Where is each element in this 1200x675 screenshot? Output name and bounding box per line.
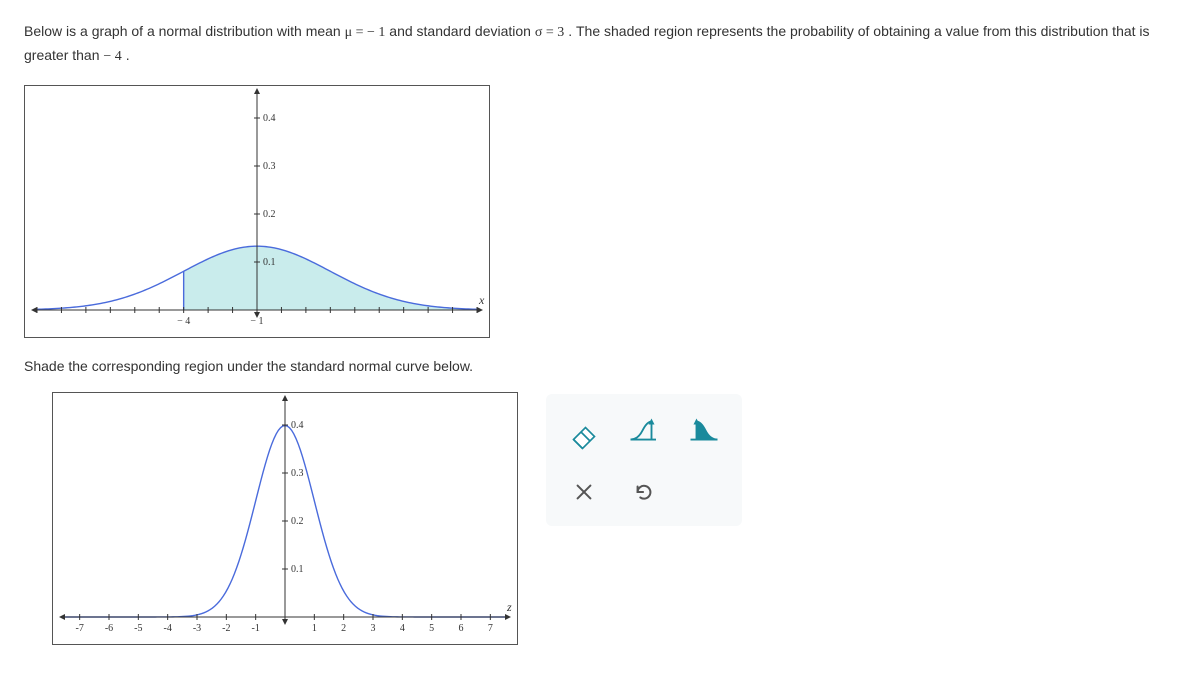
svg-text:7: 7 <box>488 623 493 634</box>
given-distribution-chart: 0.1 0.2 0.3 0.4 − 4 − 1 x <box>24 85 490 338</box>
eraser-tool[interactable] <box>560 408 608 456</box>
mu-expression: μ = − 1 <box>345 25 386 40</box>
svg-text:-3: -3 <box>193 623 201 634</box>
svg-text:0.1: 0.1 <box>263 257 276 268</box>
threshold-value: − 4 <box>103 49 121 64</box>
svg-text:-6: -6 <box>105 623 113 634</box>
undo-tool[interactable] <box>620 468 668 516</box>
instruction-text: Shade the corresponding region under the… <box>24 358 1176 374</box>
problem-pre: Below is a graph of a normal distributio… <box>24 23 345 39</box>
svg-text:0.4: 0.4 <box>263 113 276 124</box>
svg-text:2: 2 <box>341 623 346 634</box>
svg-text:-1: -1 <box>251 623 259 634</box>
clear-tool[interactable] <box>560 468 608 516</box>
svg-text:0.1: 0.1 <box>291 564 304 575</box>
svg-text:0.2: 0.2 <box>291 516 304 527</box>
shading-toolbox <box>546 394 742 526</box>
svg-text:− 1: − 1 <box>250 316 263 327</box>
svg-text:-4: -4 <box>163 623 171 634</box>
svg-text:0.3: 0.3 <box>291 468 304 479</box>
shade-right-tool[interactable] <box>680 408 728 456</box>
svg-text:-5: -5 <box>134 623 142 634</box>
svg-text:x: x <box>478 293 485 307</box>
problem-mid: and standard deviation <box>389 23 535 39</box>
svg-text:-2: -2 <box>222 623 230 634</box>
svg-text:5: 5 <box>429 623 434 634</box>
svg-text:1: 1 <box>312 623 317 634</box>
svg-text:0.2: 0.2 <box>263 209 276 220</box>
standard-normal-chart[interactable]: 0.1 0.2 0.3 0.4 -7 -6 -5 -4 -3 -2 -1 1 2 3 4 5 6 7 z <box>52 392 518 645</box>
svg-text:0.3: 0.3 <box>263 161 276 172</box>
problem-statement: Below is a graph of a normal distributio… <box>24 20 1176 69</box>
svg-text:0.4: 0.4 <box>291 420 304 431</box>
svg-text:4: 4 <box>400 623 405 634</box>
svg-text:− 4: − 4 <box>177 316 190 327</box>
problem-post2: . <box>126 47 130 63</box>
shade-left-tool[interactable] <box>620 408 668 456</box>
svg-text:6: 6 <box>459 623 464 634</box>
sigma-expression: σ = 3 <box>535 25 564 40</box>
svg-text:3: 3 <box>371 623 376 634</box>
svg-text:-7: -7 <box>75 623 83 634</box>
svg-text:z: z <box>506 600 512 614</box>
